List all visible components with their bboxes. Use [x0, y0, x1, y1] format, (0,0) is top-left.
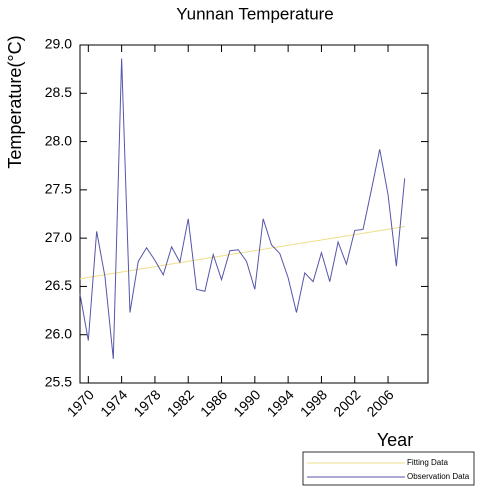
y-tick-label: 25.5	[45, 374, 72, 390]
y-tick-label: 27.5	[45, 181, 72, 197]
x-tick-label: 1982	[164, 386, 197, 419]
x-tick-label: 2006	[363, 386, 396, 419]
x-tick-label: 1990	[230, 386, 263, 419]
y-axis-label: Temperature(°C)	[5, 35, 25, 168]
x-tick-label: 1994	[264, 386, 297, 419]
y-tick-label: 29.0	[45, 36, 72, 52]
x-tick-label: 2002	[330, 386, 363, 419]
legend-label: Observation Data	[407, 472, 470, 481]
y-tick-label: 28.0	[45, 132, 72, 148]
x-tick-label: 1998	[297, 386, 330, 419]
chart-title: Yunnan Temperature	[176, 4, 334, 23]
x-tick-label: 1986	[197, 386, 230, 419]
x-tick-label: 1978	[130, 386, 163, 419]
y-tick-label: 26.0	[45, 325, 72, 341]
plot-frame	[79, 44, 429, 384]
legend-label: Fitting Data	[407, 458, 448, 467]
line-series	[79, 226, 405, 280]
x-axis-label: Year	[377, 430, 413, 450]
y-tick-label: 28.5	[45, 84, 72, 100]
legend-box	[302, 451, 475, 486]
y-tick-label: 26.5	[45, 277, 72, 293]
x-tick-label: 1970	[64, 386, 97, 419]
line-series	[79, 58, 406, 359]
x-tick-label: 1974	[97, 386, 130, 419]
y-tick-label: 27.0	[45, 229, 72, 245]
